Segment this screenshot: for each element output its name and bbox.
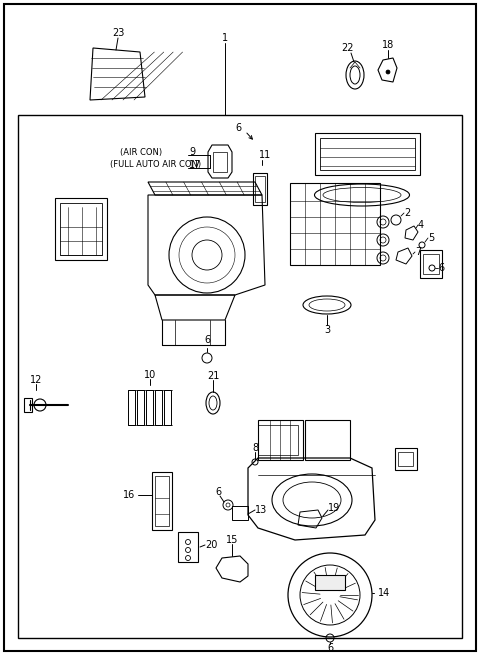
Bar <box>423 254 439 274</box>
Text: (AIR CON): (AIR CON) <box>120 147 162 157</box>
Bar <box>24 398 32 412</box>
Text: 17: 17 <box>189 160 202 170</box>
Circle shape <box>386 70 390 74</box>
Text: 1: 1 <box>222 33 228 43</box>
Bar <box>258 420 303 460</box>
Text: 3: 3 <box>324 325 330 335</box>
Bar <box>290 183 380 265</box>
Bar <box>232 506 248 520</box>
Bar <box>420 250 442 278</box>
Bar <box>398 452 413 466</box>
Bar <box>55 198 107 260</box>
Bar <box>213 152 227 172</box>
Bar <box>164 390 171 425</box>
Text: 21: 21 <box>207 371 219 381</box>
Text: 12: 12 <box>30 375 42 385</box>
Text: 23: 23 <box>112 28 124 38</box>
Text: 2: 2 <box>404 208 410 218</box>
Bar <box>253 173 267 205</box>
Bar <box>255 176 265 202</box>
Bar <box>395 448 417 470</box>
Bar <box>155 390 162 425</box>
Text: 11: 11 <box>259 150 271 160</box>
Bar <box>315 133 420 175</box>
Bar <box>137 390 144 425</box>
Bar <box>18 115 462 638</box>
Text: 16: 16 <box>123 490 135 500</box>
Bar <box>155 476 169 526</box>
Text: 19: 19 <box>328 503 340 513</box>
Text: 10: 10 <box>144 370 156 380</box>
Text: 4: 4 <box>418 220 424 230</box>
Text: 20: 20 <box>205 540 217 550</box>
Bar <box>152 472 172 530</box>
Text: 6: 6 <box>438 263 444 273</box>
Bar <box>146 390 153 425</box>
Bar <box>320 138 415 170</box>
Bar <box>178 532 198 562</box>
Text: 7: 7 <box>415 247 421 257</box>
Text: 8: 8 <box>252 443 258 453</box>
Text: 15: 15 <box>226 535 238 545</box>
Text: 6: 6 <box>215 487 221 497</box>
Text: 13: 13 <box>255 505 267 515</box>
Bar <box>305 420 350 460</box>
Bar <box>315 575 345 590</box>
Bar <box>128 390 135 425</box>
Text: 9: 9 <box>189 147 195 157</box>
Text: 22: 22 <box>342 43 354 53</box>
Text: 6: 6 <box>235 123 241 133</box>
Text: 18: 18 <box>382 40 394 50</box>
Text: 5: 5 <box>428 233 434 243</box>
Text: 6: 6 <box>327 643 333 653</box>
Text: 6: 6 <box>204 335 210 345</box>
Text: (FULL AUTO AIR CON): (FULL AUTO AIR CON) <box>110 160 201 170</box>
Bar <box>258 425 298 455</box>
Bar <box>60 203 102 255</box>
Text: 14: 14 <box>378 588 390 598</box>
